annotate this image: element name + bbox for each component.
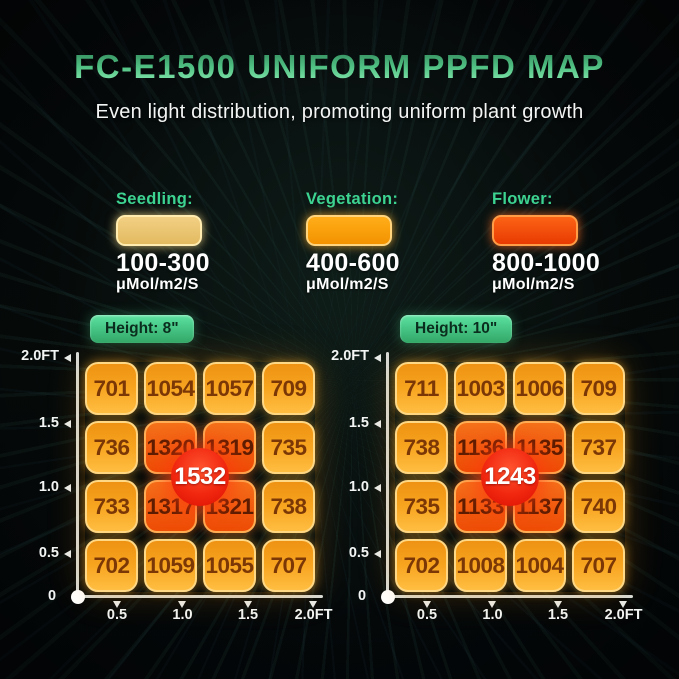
ppfd-cell: 738 bbox=[262, 480, 315, 533]
ppfd-cell: 702 bbox=[395, 539, 448, 592]
x-axis-line bbox=[388, 595, 633, 598]
y-tick-label: 1.0 bbox=[38, 478, 59, 495]
x-tick-marker-icon bbox=[488, 601, 496, 608]
page-title: FC-E1500 UNIFORM PPFD MAP bbox=[0, 48, 679, 86]
y-tick-marker-icon bbox=[64, 484, 71, 492]
x-tick-marker-icon bbox=[309, 601, 317, 608]
ppfd-cell: 702 bbox=[85, 539, 138, 592]
y-tick-marker-icon bbox=[64, 550, 71, 558]
ppfd-cell: 740 bbox=[572, 480, 625, 533]
ppfd-cell: 1059 bbox=[144, 539, 197, 592]
ppfd-cell: 1057 bbox=[203, 362, 256, 415]
ppfd-grid: 711 1003 1006 709 738 1136 1135 737 735 1133 1137 7… bbox=[395, 362, 625, 592]
ppfd-cell: 711 bbox=[395, 362, 448, 415]
ppfd-cell: 1003 bbox=[454, 362, 507, 415]
ppfd-cell: 738 bbox=[395, 421, 448, 474]
legend-range-seedling: 100-300 bbox=[116, 249, 210, 277]
height-badge: Height: 10" bbox=[400, 315, 513, 343]
y-tick-label: 1.5 bbox=[348, 414, 369, 431]
x-tick-marker-icon bbox=[243, 601, 252, 608]
y-tick-marker-icon bbox=[374, 353, 381, 362]
ppfd-grid: 701 1054 1057 709 736 1320 1319 735 733 1317 1321 7… bbox=[85, 362, 315, 592]
ppfd-cell: 1008 bbox=[454, 539, 507, 592]
y-tick-marker-icon bbox=[374, 550, 381, 558]
x-tick-marker-icon bbox=[553, 601, 562, 608]
ppfd-cell: 736 bbox=[85, 421, 138, 474]
ppfd-cell: 709 bbox=[572, 362, 625, 415]
legend-label-vegetation: Vegetation: bbox=[306, 190, 399, 208]
height-badge: Height: 8" bbox=[90, 315, 194, 343]
ppfd-cell: 1055 bbox=[203, 539, 256, 592]
x-axis-line bbox=[78, 595, 323, 598]
y-tick-label: 0.5 bbox=[348, 544, 369, 561]
origin-tick-label: 0 bbox=[47, 588, 57, 604]
y-tick-label: 2.0FT bbox=[331, 348, 369, 364]
x-tick-marker-icon bbox=[422, 601, 431, 608]
legend-unit-seedling: μMol/m2/S bbox=[116, 276, 199, 293]
flower-color-swatch bbox=[492, 215, 578, 246]
x-tick-marker-icon bbox=[112, 601, 121, 608]
peak-ppfd-badge: 1532 bbox=[171, 448, 229, 506]
x-tick-label: 2.0FT bbox=[604, 607, 643, 623]
legend-item-seedling: Seedling: 100-300 μMol/m2/S bbox=[116, 190, 296, 294]
y-tick-marker-icon bbox=[374, 484, 381, 492]
y-tick-label: 1.5 bbox=[38, 414, 59, 431]
x-tick-label: 1.5 bbox=[547, 607, 569, 623]
ppfd-cell: 1006 bbox=[513, 362, 566, 415]
x-tick-label: 1.0 bbox=[172, 607, 193, 623]
ppfd-cell: 1054 bbox=[144, 362, 197, 415]
origin-tick-label: 0 bbox=[357, 588, 367, 604]
y-tick-marker-icon bbox=[374, 420, 381, 428]
ppfd-cell: 707 bbox=[262, 539, 315, 592]
seedling-color-swatch bbox=[116, 215, 202, 246]
origin-dot bbox=[71, 590, 85, 604]
y-axis-line bbox=[386, 352, 389, 597]
y-tick-label: 0.5 bbox=[38, 544, 59, 561]
ppfd-cell: 709 bbox=[262, 362, 315, 415]
ppfd-cell: 1004 bbox=[513, 539, 566, 592]
legend-label-flower: Flower: bbox=[492, 190, 553, 208]
legend-item-flower: Flower: 800-1000 μMol/m2/S bbox=[492, 190, 672, 294]
x-tick-label: 1.0 bbox=[482, 607, 503, 623]
ppfd-cell: 735 bbox=[395, 480, 448, 533]
ppfd-cell: 735 bbox=[262, 421, 315, 474]
origin-dot bbox=[381, 590, 395, 604]
x-tick-label: 0.5 bbox=[416, 607, 438, 623]
ppfd-cell: 707 bbox=[572, 539, 625, 592]
legend-label-seedling: Seedling: bbox=[116, 190, 193, 208]
ppfd-chart-height-10: Height: 10" 2.0FT 1.5 1.0 0.5 0 0.5 1.0 1.5 2.0F… bbox=[310, 0, 655, 679]
y-tick-marker-icon bbox=[64, 353, 71, 362]
y-tick-label: 1.0 bbox=[348, 478, 369, 495]
ppfd-cell: 733 bbox=[85, 480, 138, 533]
ppfd-chart-height-8: Height: 8" 2.0FT 1.5 1.0 0.5 0 0.5 1.0 1.5 2.0FT… bbox=[21, 315, 333, 623]
legend-unit-flower: μMol/m2/S bbox=[492, 276, 575, 293]
x-tick-marker-icon bbox=[178, 601, 186, 608]
vegetation-color-swatch bbox=[306, 215, 392, 246]
y-axis-line bbox=[76, 352, 79, 597]
ppfd-cell: 701 bbox=[85, 362, 138, 415]
page-subtitle: Even light distribution, promoting unifo… bbox=[95, 101, 584, 123]
x-tick-label: 2.0FT bbox=[294, 607, 333, 623]
legend-range-flower: 800-1000 bbox=[492, 249, 601, 277]
y-tick-marker-icon bbox=[64, 420, 71, 428]
x-tick-label: 0.5 bbox=[106, 607, 128, 623]
ppfd-cell: 737 bbox=[572, 421, 625, 474]
y-tick-label: 2.0FT bbox=[21, 348, 59, 364]
peak-ppfd-badge: 1243 bbox=[481, 448, 539, 506]
x-tick-label: 1.5 bbox=[237, 607, 259, 623]
legend-unit-vegetation: μMol/m2/S bbox=[306, 276, 389, 293]
legend-range-vegetation: 400-600 bbox=[306, 249, 400, 277]
legend-item-vegetation: Vegetation: 400-600 μMol/m2/S bbox=[306, 190, 486, 294]
x-tick-marker-icon bbox=[619, 601, 627, 608]
